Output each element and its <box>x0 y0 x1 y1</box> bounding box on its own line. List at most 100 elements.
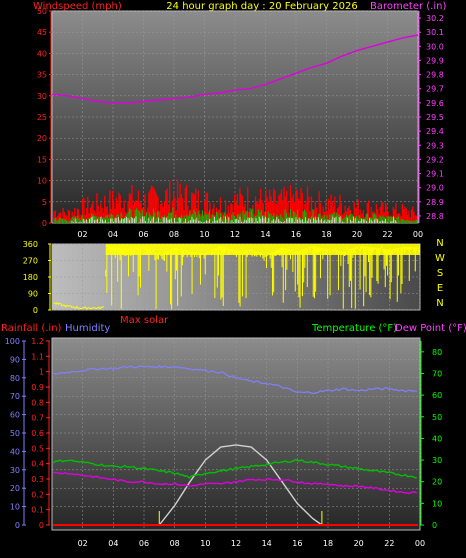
temperature-hour-label: 06 <box>139 539 149 548</box>
temperature-hour-label: 16 <box>292 539 302 548</box>
barometer-tick-label: 29.5 <box>426 113 444 122</box>
temperature-tick-label: 70 <box>432 369 442 378</box>
rainfall-tick-label: 1.1 <box>31 352 44 361</box>
barometer-tick-label: 28.9 <box>426 198 444 207</box>
wind-hour-label: 06 <box>138 230 148 239</box>
humidity-tick-label: 30 <box>10 466 20 475</box>
direction-tick-label: 90 <box>28 290 38 299</box>
humidity-tick-label: 100 <box>5 337 20 346</box>
temperature-tick-label: 40 <box>432 434 442 443</box>
humidity-tick-label: 70 <box>10 392 20 401</box>
rainfall-tick-label: 0.9 <box>31 383 44 392</box>
humidity-tick-label: 90 <box>10 355 20 364</box>
rainfall-tick-label: 0 <box>39 521 44 530</box>
barometer-tick-label: 29.0 <box>426 184 444 193</box>
humidity-tick-label: 80 <box>10 374 20 383</box>
wind-series <box>51 34 419 223</box>
wind-hour-label: 00 <box>413 230 423 239</box>
barometer-line <box>51 34 419 104</box>
direction-early-line <box>53 302 104 310</box>
windspeed-tick-label: 30 <box>37 92 47 101</box>
direction-axis: 0 90 180 270 360 <box>23 240 51 315</box>
temperature-hour-label: 02 <box>78 539 88 548</box>
temperature-hour-label: 08 <box>170 539 180 548</box>
windspeed-tick-label: 20 <box>37 134 47 143</box>
rainfall-tick-label: 0.6 <box>31 429 44 438</box>
temperature-hour-label: 10 <box>200 539 210 548</box>
wind-hour-label: 12 <box>230 230 240 239</box>
wind-hour-label: 18 <box>321 230 331 239</box>
wind-hour-label: 22 <box>382 230 392 239</box>
humidity-tick-label: 60 <box>10 411 20 420</box>
humidity-axis: 0 10 20 30 40 50 60 70 80 90 100 <box>5 337 26 530</box>
compass-letter: N <box>436 298 443 309</box>
barometer-tick-label: 29.2 <box>426 155 444 164</box>
temperature-tick-label: 30 <box>432 456 442 465</box>
wind-hour-label: 04 <box>108 230 118 239</box>
temperature-tick-label: 50 <box>432 413 442 422</box>
direction-tick-label: 0 <box>33 306 38 315</box>
barometer-tick-label: 29.8 <box>426 71 444 80</box>
rainfall-tick-label: 0.3 <box>31 475 44 484</box>
direction-tick-label: 360 <box>23 240 38 249</box>
compass-letter: W <box>435 253 445 264</box>
temperature-tick-label: 0 <box>432 521 437 530</box>
temperature-hour-label: 22 <box>384 539 394 548</box>
windspeed-tick-label: 45 <box>37 28 47 37</box>
windspeed-tick-label: 15 <box>37 155 47 164</box>
rainfall-tick-label: 1.2 <box>31 337 44 346</box>
temperature-hour-label: 20 <box>354 539 364 548</box>
windspeed-axis: 0 5 10 15 20 25 30 35 40 45 50 <box>37 7 52 228</box>
barometer-title: Barometer (.in) <box>370 1 446 12</box>
humidity-label: Humidity <box>65 323 110 334</box>
humidity-tick-label: 10 <box>10 503 20 512</box>
temperature-hour-label: 14 <box>262 539 272 548</box>
temperature-grid <box>52 338 421 530</box>
barometer-tick-label: 29.9 <box>426 56 444 65</box>
wind-hour-label: 14 <box>260 230 270 239</box>
temperature-hour-label: 04 <box>108 539 118 548</box>
temperature-hour-axis: 02 04 06 08 10 12 14 16 18 20 22 00 <box>78 539 426 548</box>
temperature-tick-label: 20 <box>432 478 442 487</box>
barometer-tick-label: 30.1 <box>426 28 444 37</box>
windspeed-tick-label: 35 <box>37 71 47 80</box>
compass-letter: N <box>436 238 443 249</box>
temperature-axis: 0 10 20 30 40 50 60 70 80 <box>420 341 442 530</box>
wind-hour-label: 08 <box>169 230 179 239</box>
barometer-tick-label: 29.6 <box>426 99 444 108</box>
temperature-tick-label: 80 <box>432 348 442 357</box>
windspeed-tick-label: 5 <box>42 198 47 207</box>
barometer-tick-label: 29.7 <box>426 85 444 94</box>
humidity-tick-label: 20 <box>10 484 20 493</box>
dewpoint-line <box>53 471 418 495</box>
max-solar-label: Max solar <box>120 315 169 326</box>
rainfall-tick-label: 1 <box>39 368 44 377</box>
wind-hour-label: 10 <box>199 230 209 239</box>
direction-band <box>105 244 421 255</box>
barometer-tick-label: 28.8 <box>426 212 444 221</box>
compass-letter: S <box>437 268 443 279</box>
direction-tick-label: 180 <box>23 273 38 282</box>
rainfall-tick-label: 0.4 <box>31 460 44 469</box>
rainfall-tick-label: 0.5 <box>31 444 44 453</box>
temperature-hour-label: 18 <box>323 539 333 548</box>
humidity-tick-label: 0 <box>15 521 20 530</box>
windspeed-tick-label: 50 <box>37 7 47 16</box>
barometer-tick-label: 30.2 <box>426 14 444 23</box>
wind-hour-label: 20 <box>352 230 362 239</box>
wind-hour-label: 16 <box>291 230 301 239</box>
direction-series <box>53 244 421 310</box>
barometer-axis: 28.8 28.9 29.0 29.1 29.2 29.3 29.4 29.5 29.6 29.7… <box>418 11 444 223</box>
windspeed-tick-label: 10 <box>37 177 47 186</box>
barometer-tick-label: 29.3 <box>426 141 444 150</box>
dewpoint-label: Dew Point (°F) <box>395 323 466 334</box>
humidity-line <box>53 364 418 395</box>
rainfall-tick-label: 0.8 <box>31 398 44 407</box>
temperature-tick-label: 60 <box>432 391 442 400</box>
barometer-tick-label: 29.4 <box>426 127 444 136</box>
temperature-line <box>53 458 418 479</box>
compass-letter: E <box>437 283 443 294</box>
